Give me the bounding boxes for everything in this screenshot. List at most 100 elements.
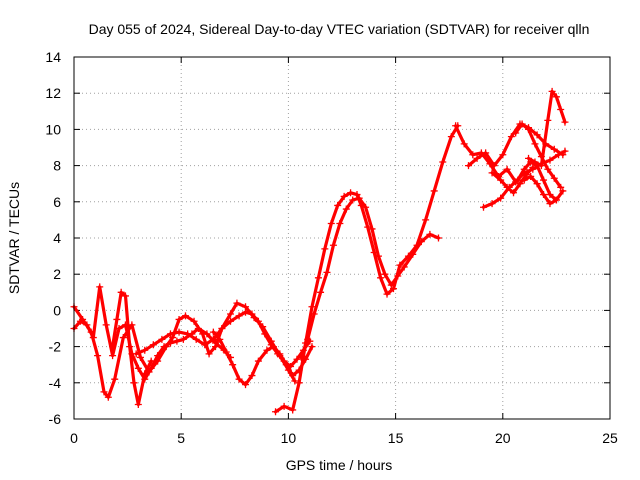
data-point-marker bbox=[552, 93, 560, 101]
data-point-marker bbox=[557, 183, 565, 191]
data-point-marker bbox=[175, 328, 183, 336]
data-point-marker bbox=[334, 201, 342, 209]
data-point-marker bbox=[439, 158, 447, 166]
data-point-marker bbox=[242, 308, 250, 316]
data-point-marker bbox=[368, 225, 376, 233]
data-point-marker bbox=[308, 303, 316, 311]
y-tick-label: 6 bbox=[53, 194, 61, 210]
data-point-marker bbox=[203, 330, 211, 338]
x-tick-label: 25 bbox=[602, 430, 618, 446]
data-point-marker bbox=[263, 346, 271, 354]
data-point-marker bbox=[229, 361, 237, 369]
y-tick-label: 14 bbox=[45, 49, 61, 65]
series-line bbox=[211, 330, 314, 387]
series-sat-c bbox=[109, 288, 155, 409]
data-point-marker bbox=[109, 352, 117, 360]
data-point-marker bbox=[314, 274, 322, 282]
data-point-marker bbox=[94, 352, 102, 360]
data-point-marker bbox=[329, 241, 337, 249]
data-point-marker bbox=[276, 350, 284, 358]
data-point-marker bbox=[323, 268, 331, 276]
data-point-marker bbox=[169, 334, 177, 342]
data-point-marker bbox=[355, 194, 363, 202]
chart-title: Day 055 of 2024, Sidereal Day-to-day VTE… bbox=[89, 21, 590, 37]
data-point-marker bbox=[261, 330, 269, 338]
data-point-marker bbox=[546, 200, 554, 208]
data-point-marker bbox=[342, 205, 350, 213]
data-point-marker bbox=[480, 203, 488, 211]
data-point-marker bbox=[209, 328, 217, 336]
data-point-marker bbox=[295, 379, 303, 387]
data-point-marker bbox=[149, 341, 157, 349]
data-point-marker bbox=[559, 151, 567, 159]
data-point-marker bbox=[192, 335, 200, 343]
data-point-marker bbox=[175, 315, 183, 323]
data-point-marker bbox=[134, 401, 142, 409]
data-point-marker bbox=[190, 317, 198, 325]
x-tick-label: 10 bbox=[281, 430, 297, 446]
data-point-marker bbox=[134, 364, 142, 372]
data-point-marker bbox=[83, 321, 91, 329]
data-point-marker bbox=[497, 194, 505, 202]
data-point-marker bbox=[347, 189, 355, 197]
data-point-marker bbox=[248, 372, 256, 380]
data-point-marker bbox=[89, 334, 97, 342]
data-point-marker bbox=[546, 156, 554, 164]
x-tick-label: 20 bbox=[495, 430, 511, 446]
data-point-marker bbox=[222, 348, 230, 356]
data-point-marker bbox=[510, 189, 518, 197]
data-point-marker bbox=[374, 252, 382, 260]
data-point-marker bbox=[544, 116, 552, 124]
data-point-marker bbox=[394, 272, 402, 280]
data-point-marker bbox=[291, 377, 299, 385]
y-tick-label: 10 bbox=[45, 121, 61, 137]
data-point-marker bbox=[490, 162, 498, 170]
series-line bbox=[514, 122, 563, 189]
data-point-marker bbox=[141, 370, 149, 378]
data-point-marker bbox=[160, 343, 168, 351]
data-point-marker bbox=[181, 312, 189, 320]
data-point-marker bbox=[212, 339, 220, 347]
data-point-marker bbox=[282, 361, 290, 369]
data-point-marker bbox=[117, 288, 125, 296]
data-point-marker bbox=[525, 154, 533, 162]
data-point-marker bbox=[377, 274, 385, 282]
data-point-marker bbox=[269, 343, 277, 351]
data-point-marker bbox=[336, 220, 344, 228]
data-point-marker bbox=[544, 165, 552, 173]
data-point-marker bbox=[205, 350, 213, 358]
data-point-marker bbox=[460, 140, 468, 148]
x-tick-label: 5 bbox=[177, 430, 185, 446]
series-sat-n bbox=[488, 163, 537, 197]
data-point-marker bbox=[518, 120, 526, 128]
data-point-marker bbox=[559, 187, 567, 195]
data-point-marker bbox=[254, 357, 262, 365]
series-sat-e bbox=[209, 328, 316, 389]
y-tick-label: 12 bbox=[45, 85, 61, 101]
data-point-marker bbox=[216, 335, 224, 343]
data-point-marker bbox=[387, 281, 395, 289]
data-point-marker bbox=[430, 187, 438, 195]
y-tick-label: -4 bbox=[49, 375, 62, 391]
data-point-marker bbox=[173, 337, 181, 345]
x-axis-label: GPS time / hours bbox=[286, 457, 393, 473]
data-point-marker bbox=[447, 133, 455, 141]
data-point-marker bbox=[121, 292, 129, 300]
data-point-marker bbox=[488, 200, 496, 208]
data-point-marker bbox=[308, 343, 316, 351]
data-point-marker bbox=[184, 330, 192, 338]
data-point-marker bbox=[289, 372, 297, 380]
data-point-marker bbox=[452, 122, 460, 130]
y-tick-label: -6 bbox=[49, 411, 62, 427]
data-point-marker bbox=[235, 312, 243, 320]
data-point-marker bbox=[512, 129, 520, 137]
data-point-marker bbox=[499, 151, 507, 159]
data-point-marker bbox=[516, 180, 524, 188]
data-point-marker bbox=[218, 325, 226, 332]
data-point-marker bbox=[119, 334, 127, 342]
data-point-marker bbox=[194, 325, 202, 332]
data-point-marker bbox=[507, 133, 515, 141]
data-point-marker bbox=[96, 283, 104, 291]
